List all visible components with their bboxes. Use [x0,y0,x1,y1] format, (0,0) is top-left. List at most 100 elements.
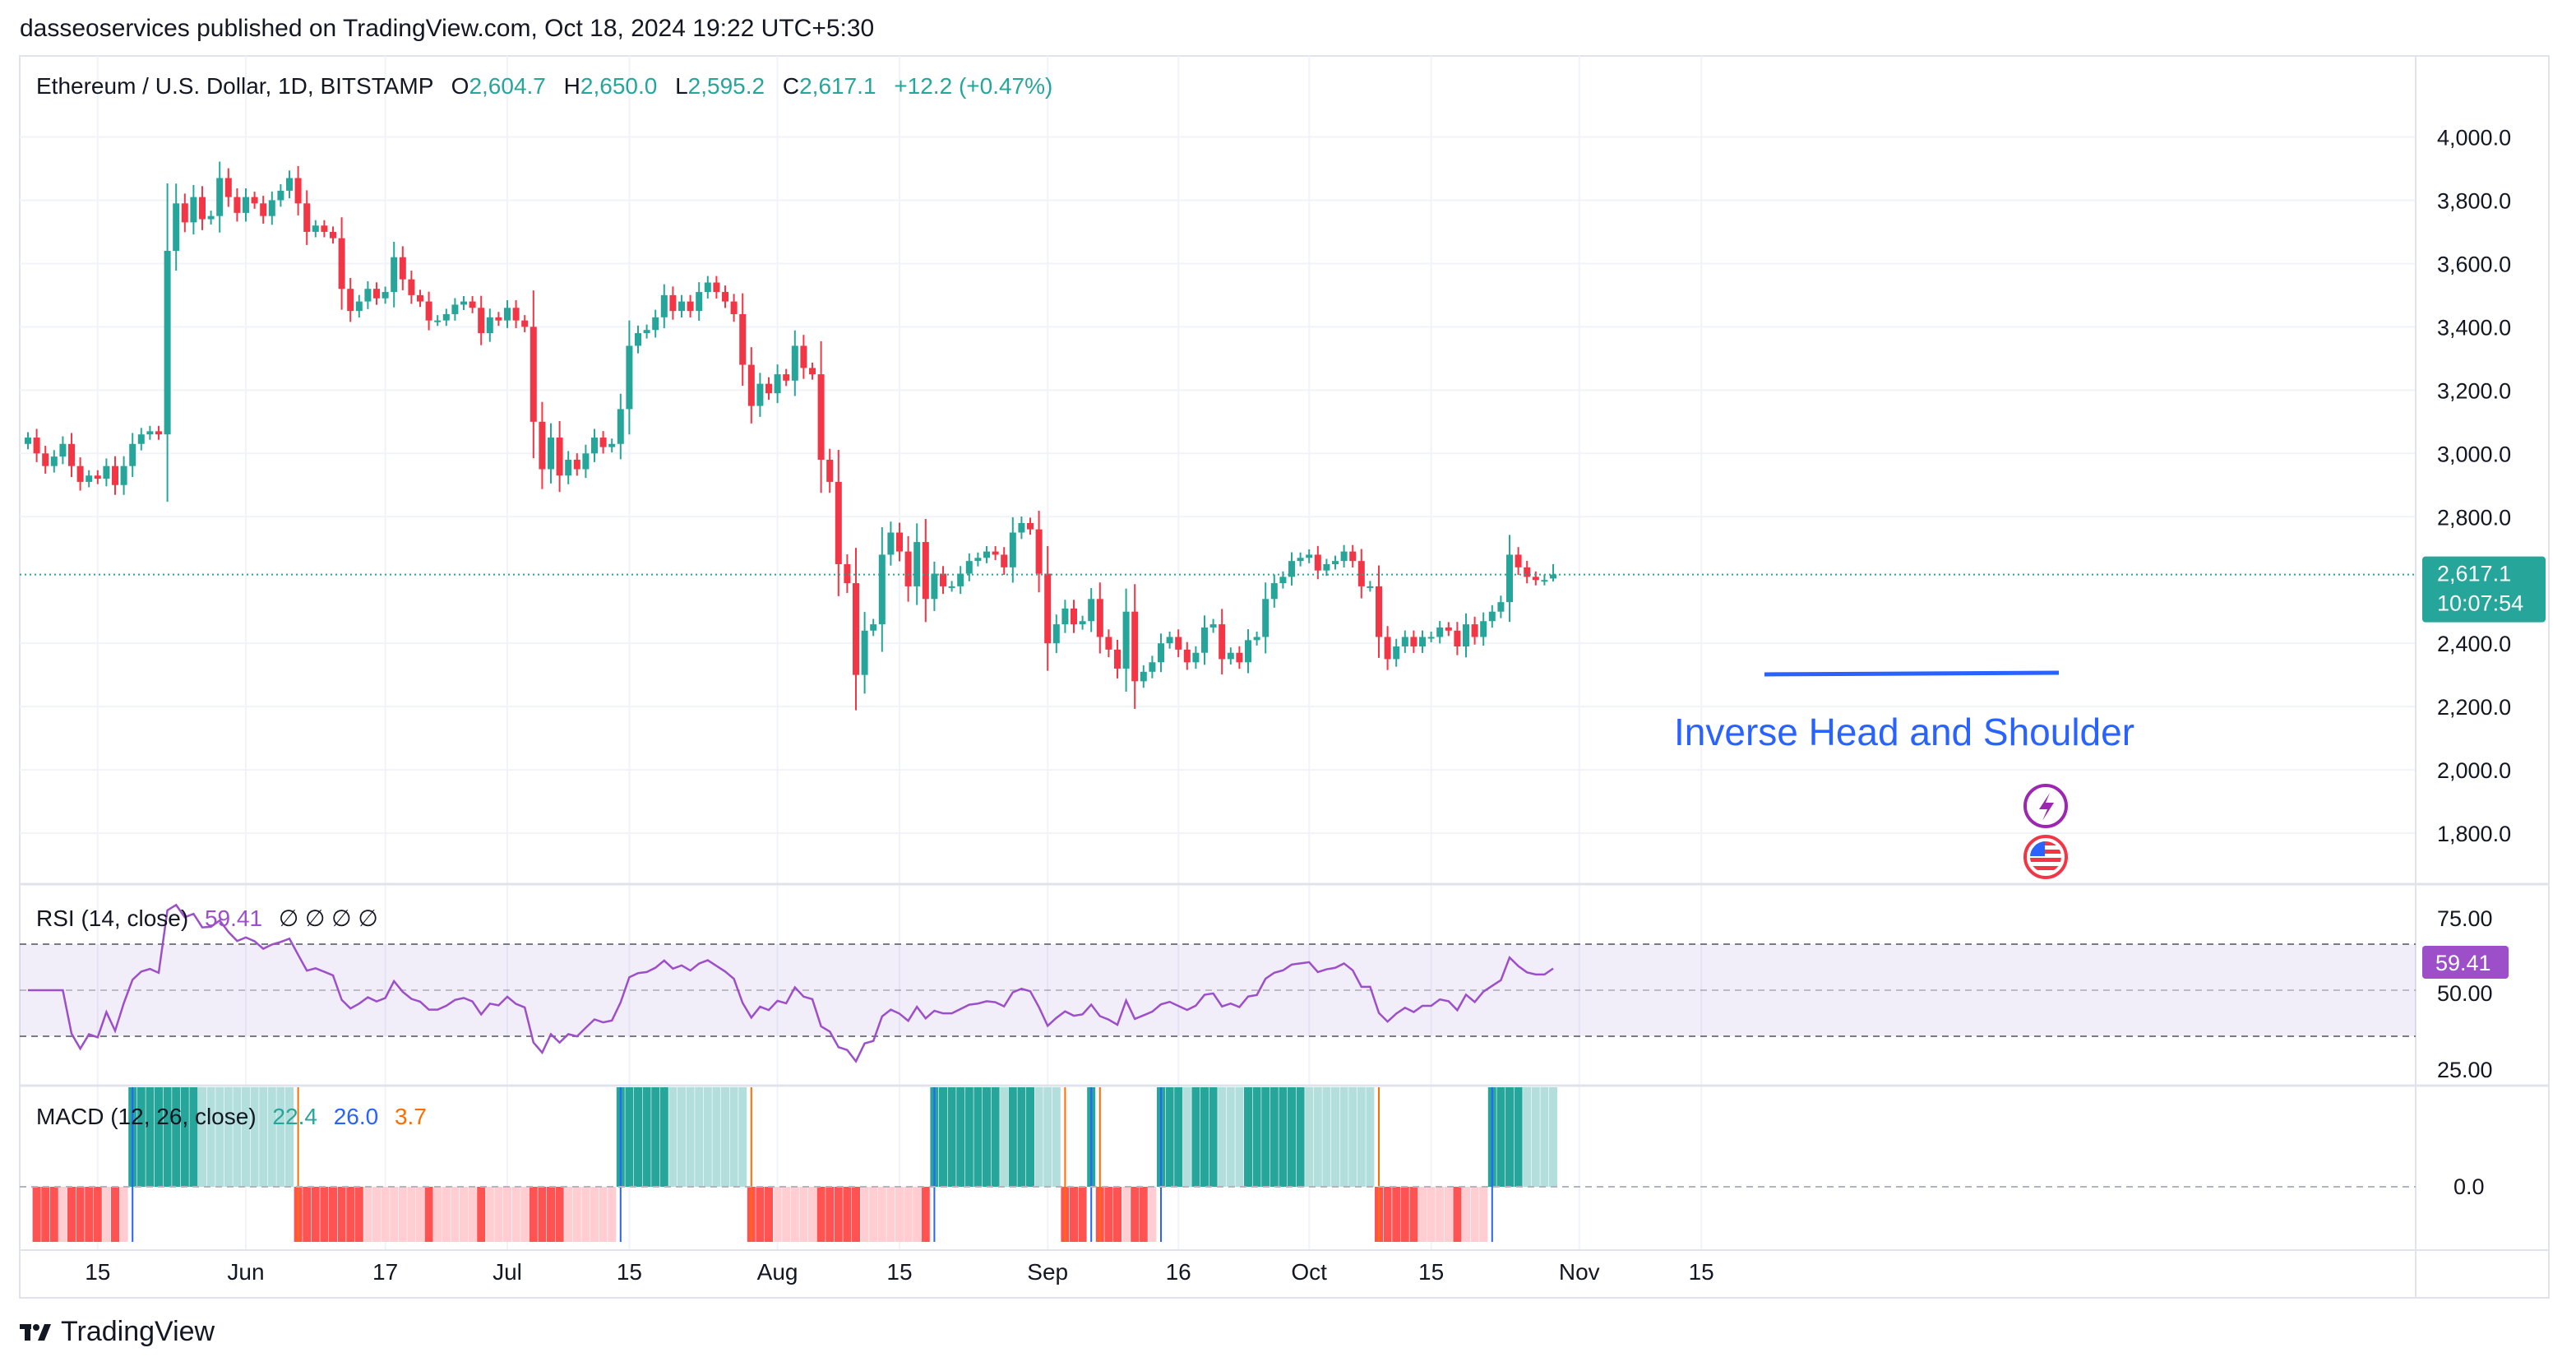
candle [173,203,180,252]
macd-histogram-bar [146,1087,155,1187]
rsi-axis[interactable]: 75.00 50.00 25.00 59.41 [2422,906,2509,1082]
candle [199,197,206,220]
macd-histogram-bar [1182,1087,1191,1187]
macd-histogram-bar [904,1187,913,1242]
candle [68,443,75,466]
macd-histogram-bar [1209,1087,1218,1187]
macd-legend[interactable]: MACD (12, 26, close) 22.4 26.0 3.7 [36,1104,427,1129]
candles [25,161,1556,711]
macd-histogram-bar [1070,1187,1078,1242]
candle [417,294,423,302]
candle [94,475,101,479]
candle [355,301,363,312]
candle [1410,637,1417,647]
candle [1131,611,1139,682]
macd-histogram-bar [329,1187,337,1242]
macd-histogram-bar [538,1187,547,1242]
macd-histogram-bar [1191,1087,1200,1187]
macd-histogram-bar [354,1187,363,1242]
candle [1183,649,1191,663]
macd-histogram-bar [303,1187,312,1242]
candle [1079,621,1086,625]
candle [1532,577,1539,581]
main-legend[interactable]: Ethereum / U.S. Dollar, 1D, BITSTAMP O2,… [36,73,1052,99]
candle [495,317,502,321]
macd-histogram-bar [468,1187,477,1242]
rsi-legend[interactable]: RSI (14, close) 59.41 ∅ ∅ ∅ ∅ [36,906,378,931]
macd-histogram-bar [529,1187,538,1242]
pattern-annotation[interactable]: Inverse Head and Shoulder [1674,711,2134,753]
candle [696,292,703,312]
time-tick: Jun [227,1259,264,1285]
flash-event-icon[interactable] [2023,784,2068,828]
candle [922,542,929,600]
candle [1140,671,1147,682]
macd-histogram-bar [642,1087,651,1187]
macd-histogram-bar [1288,1087,1296,1187]
macd-histogram-bar [390,1187,399,1242]
macd-histogram-bar [311,1187,320,1242]
tradingview-logo[interactable]: TradingView [20,1316,215,1348]
candle [260,203,267,216]
price-chart[interactable]: Inverse Head and Shoulder Ethereum / U.S… [0,0,2576,1308]
candle [774,374,781,394]
neckline-drawing[interactable] [1764,670,2060,677]
macd-histogram-bar [1252,1087,1261,1187]
price-tick: 4,000.0 [2437,125,2511,150]
candle [1454,630,1461,647]
macd-histogram-bar [155,1087,163,1187]
candle [599,438,607,447]
candle [957,573,964,586]
candle [1524,567,1531,577]
candle [713,282,720,293]
time-tick: 15 [617,1259,642,1285]
candle [747,364,755,406]
candle [330,231,336,239]
grid-lines [20,56,2416,1250]
macd-histogram-bar [599,1187,608,1242]
macd-histogram-bar [1505,1087,1514,1187]
candle [234,197,241,213]
macd-histogram-bar [1034,1087,1043,1187]
candle [391,257,398,293]
price-axis[interactable]: 4,000.0 3,800.0 3,600.0 3,400.0 3,200.0 3,000… [2437,125,2511,846]
candle [1088,599,1095,622]
candle [146,431,154,435]
macd-histogram-bar [320,1187,329,1242]
rsi-value-badge-text: 59.41 [2435,951,2491,975]
macd-histogram-bar [983,1087,991,1187]
candle [137,434,145,444]
macd-histogram-bar [1453,1187,1462,1242]
macd-histogram-bar [939,1087,947,1187]
macd-histogram-bar [1148,1187,1157,1242]
macd-histogram-bar [1462,1187,1470,1242]
macd-histogram-bar [1392,1187,1401,1242]
time-axis[interactable]: 15 Jun 17 Jul 15 Aug 15 Sep 16 Oct 15 Nov 15 [85,1259,1714,1285]
candle [268,200,275,216]
macd-histogram-bar [1200,1087,1209,1187]
time-tick: 16 [1166,1259,1191,1285]
candle [103,465,110,479]
time-tick: 17 [372,1259,398,1285]
macd-histogram-bar [581,1187,590,1242]
candle [1471,624,1478,637]
candle [626,345,633,410]
macd-histogram-bar [363,1187,372,1242]
candle [861,630,868,675]
macd-histogram-bar [189,1087,198,1187]
tradingview-logo-icon [20,1323,51,1341]
macd-histogram-bar [703,1087,712,1187]
candle [591,438,598,454]
candle [1550,574,1556,579]
candle [1158,643,1164,663]
macd-histogram-bar [1523,1087,1532,1187]
candle [303,203,311,232]
candle [434,320,442,322]
macd-histogram-bar [1279,1087,1288,1187]
macd-histogram-bar [773,1187,782,1242]
last-price-badge[interactable]: 2,617.1 10:07:54 [2422,556,2546,623]
macd-histogram-bar [267,1087,276,1187]
candle [364,289,372,302]
us-flag-event-icon[interactable] [2023,835,2068,879]
macd-histogram-bar [729,1087,738,1187]
